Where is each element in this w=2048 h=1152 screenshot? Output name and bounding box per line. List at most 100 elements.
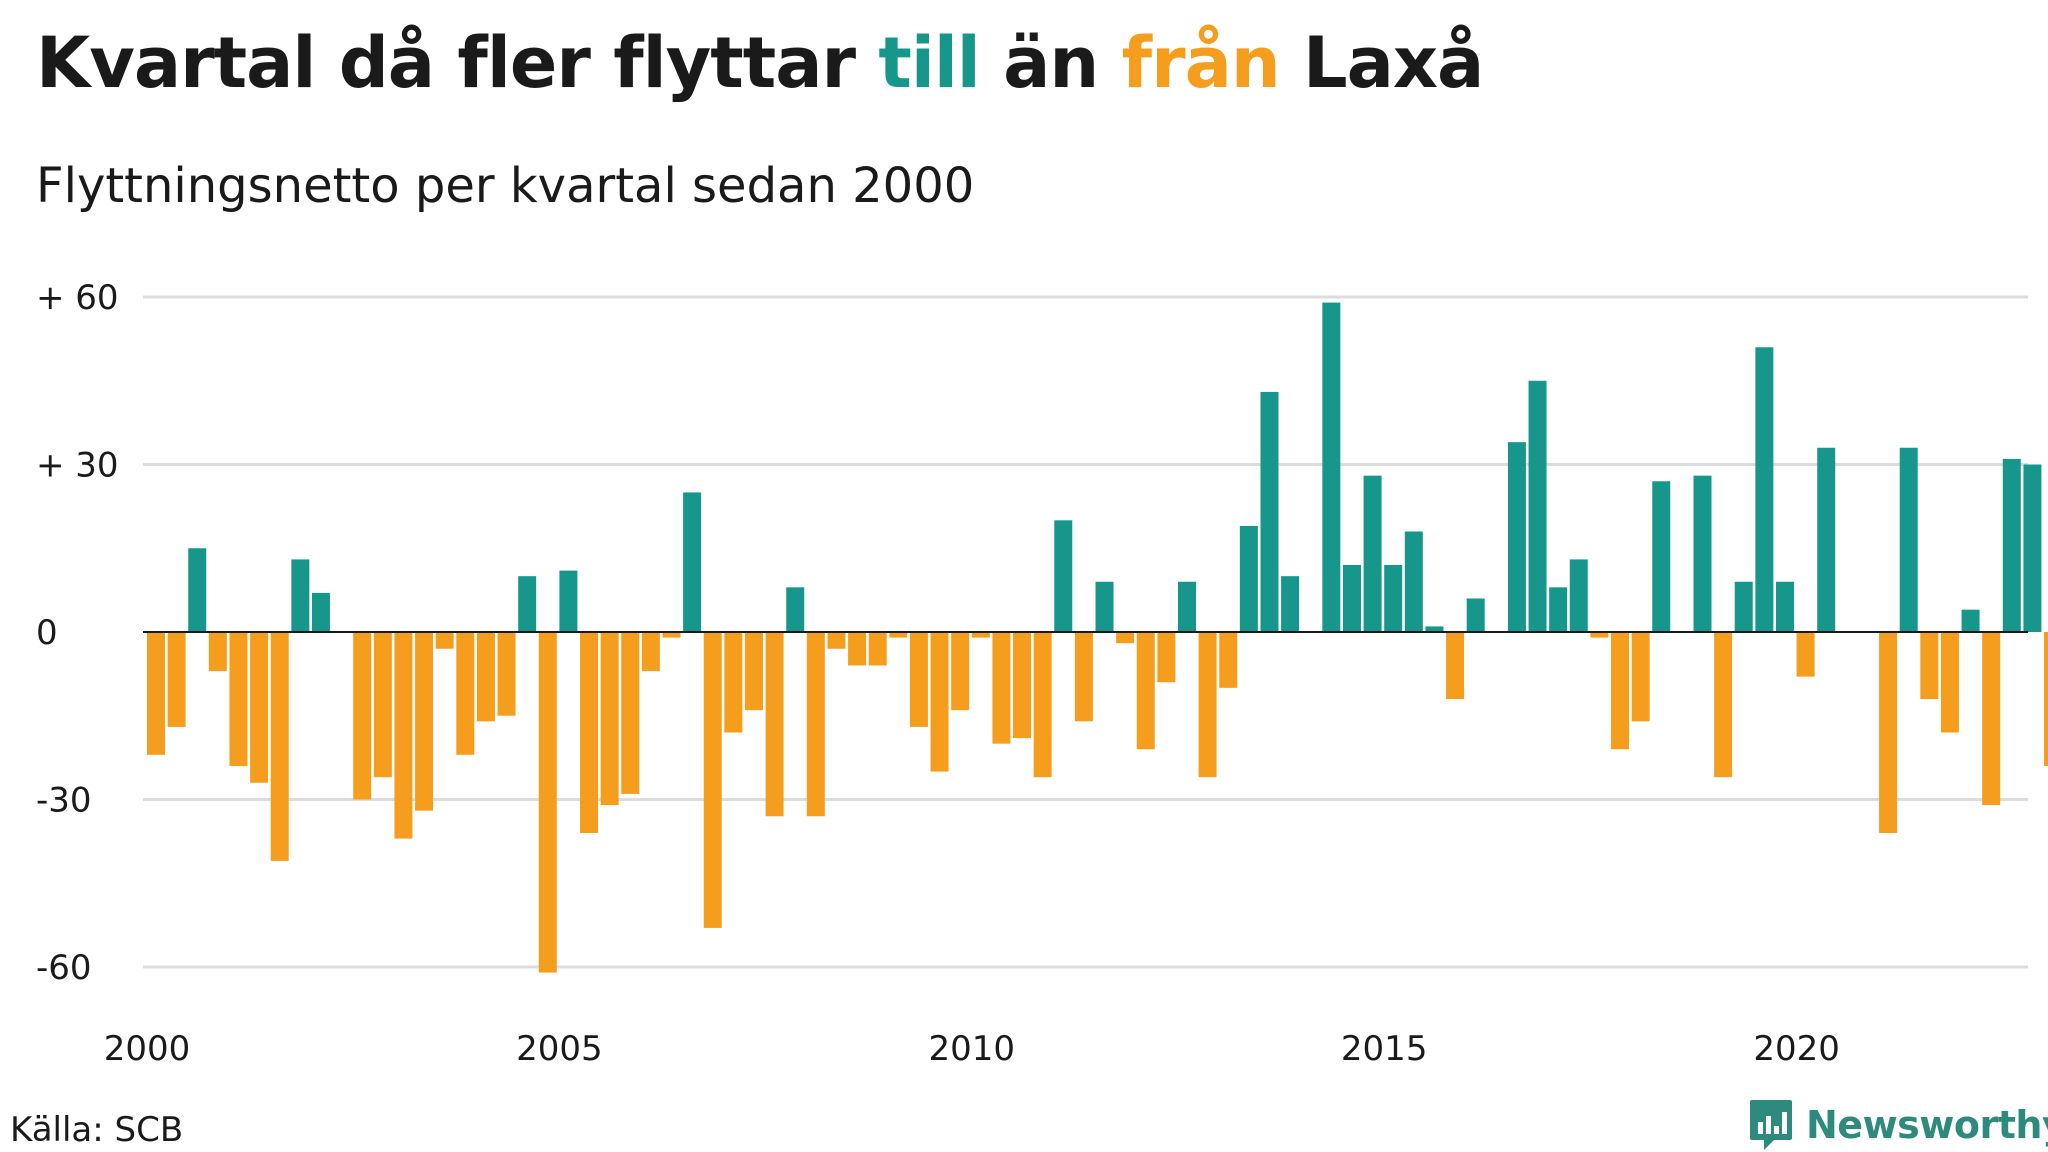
bar-2017K1 (1549, 587, 1568, 632)
bar-2009K1 (889, 632, 908, 638)
bar-2011K3 (1095, 581, 1114, 632)
bar-2010K1 (971, 632, 990, 638)
x-tick-label: 2005 (516, 1029, 603, 1069)
chart-subtitle: Flyttningsnetto per kvartal sedan 2000 (36, 158, 975, 214)
bar-2008K4 (868, 632, 887, 666)
x-tick-label: 2015 (1341, 1029, 1428, 1069)
bar-2005K2 (580, 632, 599, 833)
y-tick-label: 0 (36, 613, 58, 653)
bar-2004K3 (518, 576, 537, 632)
y-tick-label: + 30 (36, 446, 119, 486)
bar-2012K1 (1136, 632, 1155, 750)
bar-2015K3 (1425, 626, 1444, 632)
bar-2022K3 (2002, 458, 2021, 632)
bar-2021K1 (1879, 632, 1898, 833)
bar-2006K2 (662, 632, 681, 638)
bar-2016K3 (1507, 442, 1526, 632)
bar-2008K3 (848, 632, 867, 666)
bar-2012K2 (1157, 632, 1176, 683)
x-tick-label: 2010 (929, 1029, 1016, 1069)
bar-2002K4 (373, 632, 392, 778)
bar-2001K3 (270, 632, 289, 861)
bar-2016K4 (1528, 380, 1547, 632)
bar-undefined (2044, 632, 2048, 766)
bar-2009K4 (951, 632, 970, 711)
bar-2003K2 (415, 632, 434, 811)
bar-2017K2 (1569, 559, 1588, 632)
bar-2013K3 (1260, 391, 1279, 632)
bar-2010K4 (1033, 632, 1052, 778)
x-tick-label: 2020 (1753, 1029, 1840, 1069)
bar-2002K1 (311, 592, 330, 632)
bar-2013K2 (1239, 525, 1258, 632)
title-part-3: än (979, 22, 1122, 104)
bar-2004K2 (497, 632, 516, 716)
bar-2002K3 (353, 632, 372, 800)
grid-lines (143, 295, 2028, 969)
bar-2019K2 (1734, 581, 1753, 632)
bar-2015K1 (1384, 565, 1403, 632)
x-tick-label: 2000 (104, 1029, 191, 1069)
bar-2022K2 (1982, 632, 2001, 806)
bar-2014K4 (1363, 475, 1382, 632)
bar-2018K1 (1631, 632, 1650, 722)
bar-2020K1 (1796, 632, 1815, 677)
bar-2007K3 (765, 632, 784, 817)
bar-2000K1 (147, 632, 165, 755)
logo-text: Newsworthy (1806, 1103, 2048, 1147)
bar-2007K2 (744, 632, 763, 711)
bar-2006K1 (641, 632, 660, 672)
bar-2012K4 (1198, 632, 1217, 778)
bar-2010K2 (992, 632, 1011, 744)
y-tick-label: + 60 (36, 278, 119, 318)
source-note: Källa: SCB (10, 1110, 184, 1150)
chart-icon (1750, 1100, 1792, 1150)
title-part-5: Laxå (1279, 22, 1484, 104)
title-highlight-till: till (878, 22, 980, 104)
bar-2017K4 (1611, 632, 1630, 750)
bar-2010K3 (1013, 632, 1032, 739)
bar-2000K4 (208, 632, 227, 672)
bar-2016K1 (1466, 598, 1485, 632)
bar-2000K2 (167, 632, 186, 727)
bar-2011K1 (1054, 520, 1073, 632)
bar-2008K2 (827, 632, 846, 649)
bar-2007K1 (724, 632, 743, 733)
bar-2018K2 (1652, 481, 1671, 632)
bar-2021K3 (1920, 632, 1939, 699)
title-highlight-fran: från (1121, 22, 1281, 104)
bar-2012K3 (1178, 581, 1196, 632)
bar-2003K1 (394, 632, 413, 839)
bar-2015K2 (1404, 531, 1423, 632)
bar-2009K2 (909, 632, 928, 727)
bar-2001K4 (291, 559, 310, 632)
y-axis-ticks: + 60 + 30 0 -30 -60 (36, 278, 119, 988)
bar-2009K3 (930, 632, 949, 772)
bar-2014K2 (1322, 302, 1341, 632)
bars (147, 302, 2048, 973)
bar-2005K1 (559, 570, 578, 632)
bar-2019K4 (1775, 581, 1794, 632)
bar-2001K2 (250, 632, 269, 783)
y-tick-label: -30 (36, 781, 92, 821)
x-axis-ticks: 2000 2005 2010 2015 2020 (104, 1029, 1840, 1069)
title-part-1: Kvartal då fler flyttar (36, 22, 879, 104)
bar-2020K2 (1817, 447, 1836, 632)
bar-2018K4 (1693, 475, 1712, 632)
bar-2008K1 (806, 632, 825, 817)
bar-2003K4 (456, 632, 475, 755)
y-tick-label: -60 (36, 948, 92, 988)
bar-2017K3 (1590, 632, 1609, 638)
bar-2019K3 (1755, 347, 1774, 632)
bar-2004K4 (538, 632, 557, 973)
bar-2021K2 (1899, 447, 1918, 632)
bar-2021K4 (1940, 632, 1959, 733)
bar-2004K1 (476, 632, 495, 722)
bar-2022K4 (2023, 464, 2042, 632)
bar-2019K1 (1714, 632, 1733, 778)
newsworthy-logo: Newsworthy (1748, 1098, 2048, 1152)
bar-2007K4 (786, 587, 805, 632)
bar-2006K4 (703, 632, 722, 928)
bar-2011K2 (1074, 632, 1093, 722)
